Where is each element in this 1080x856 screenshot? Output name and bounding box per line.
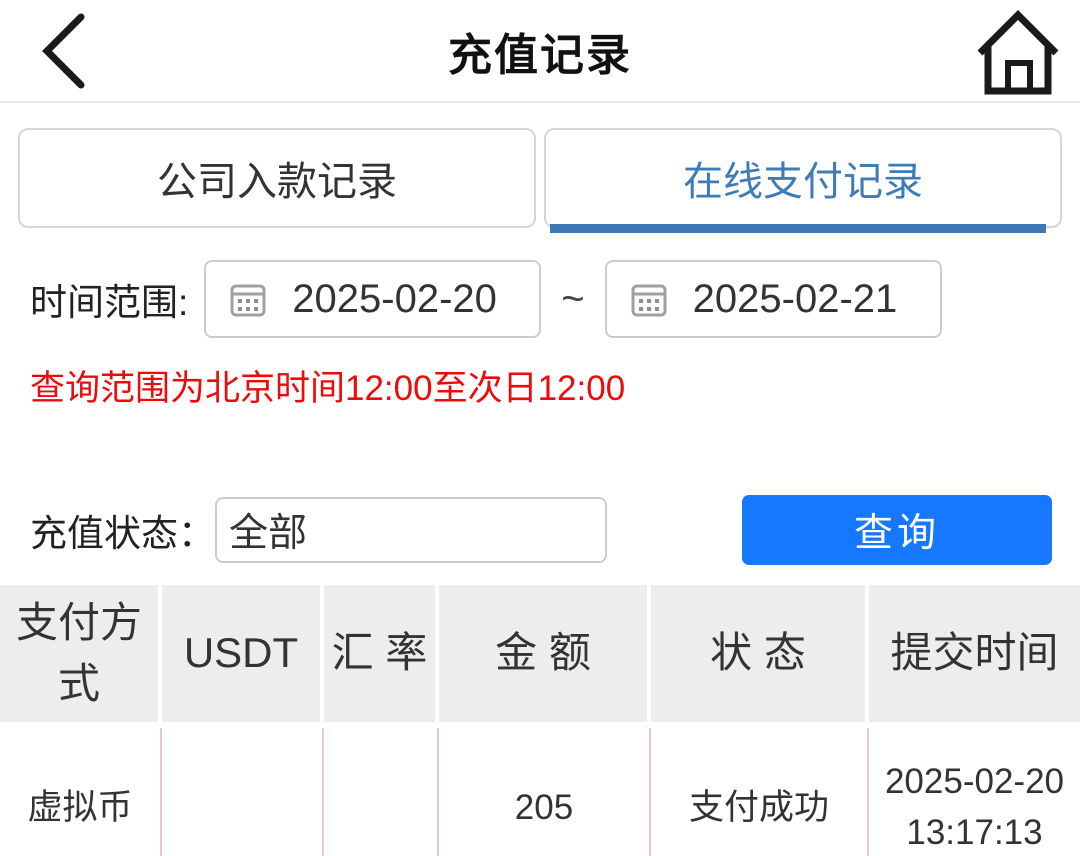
header-amount: 金 额 bbox=[439, 585, 651, 722]
tab-label: 公司入款记录 bbox=[157, 160, 397, 204]
home-icon bbox=[970, 7, 1066, 97]
cell-rate bbox=[324, 728, 439, 856]
back-button[interactable] bbox=[28, 8, 98, 94]
date-to-value: 2025-02-21 bbox=[692, 276, 898, 321]
recharge-status-value: 全部 bbox=[229, 512, 308, 555]
cell-usdt bbox=[162, 728, 324, 856]
date-range-label: 时间范围: bbox=[30, 282, 189, 323]
page-title: 充值记录 bbox=[448, 30, 632, 80]
cell-amount: 205 bbox=[439, 728, 651, 856]
back-chevron-icon bbox=[39, 12, 87, 90]
header-usdt: USDT bbox=[162, 585, 324, 722]
header-status: 状 态 bbox=[651, 585, 869, 722]
status-filter-row: 充值状态： 全部 查询 bbox=[0, 495, 1080, 565]
recharge-status-select[interactable]: 全部 bbox=[215, 497, 607, 563]
calendar-icon bbox=[631, 281, 667, 317]
query-button-label: 查询 bbox=[853, 512, 940, 555]
date-from-value: 2025-02-20 bbox=[292, 276, 497, 321]
tab-company-deposit-record[interactable]: 公司入款记录 bbox=[18, 128, 536, 228]
table-row: 虚拟币 205 支付成功 2025-02-20 13:17:13 bbox=[0, 728, 1080, 856]
cell-status: 支付成功 bbox=[651, 728, 869, 856]
query-range-notice: 查询范围为北京时间12:00至次日12:00 bbox=[30, 369, 626, 408]
tab-online-payment-record[interactable]: 在线支付记录 bbox=[544, 128, 1062, 233]
active-tab-indicator bbox=[550, 224, 1046, 233]
calendar-icon bbox=[230, 281, 266, 317]
date-from-input[interactable]: 2025-02-20 bbox=[204, 260, 542, 338]
date-to-input[interactable]: 2025-02-21 bbox=[604, 260, 942, 338]
cell-payment-method: 虚拟币 bbox=[0, 728, 162, 856]
home-button[interactable] bbox=[968, 4, 1068, 100]
records-table: 支付方式 USDT 汇 率 金 额 状 态 提交时间 虚拟币 205 支付成功 … bbox=[0, 585, 1080, 856]
record-tabs: 公司入款记录 在线支付记录 bbox=[0, 128, 1080, 233]
date-range-row: 时间范围: 2025-02-20 ~ 2025-02-21 bbox=[0, 260, 1080, 338]
query-button[interactable]: 查询 bbox=[742, 495, 1052, 565]
table-header-row: 支付方式 USDT 汇 率 金 额 状 态 提交时间 bbox=[0, 585, 1080, 722]
header-rate: 汇 率 bbox=[324, 585, 439, 722]
date-separator: ~ bbox=[561, 276, 585, 321]
recharge-status-label: 充值状态： bbox=[30, 513, 215, 554]
tab-label: 在线支付记录 bbox=[683, 160, 923, 204]
header-payment-method: 支付方式 bbox=[0, 585, 162, 722]
cell-submit-time: 2025-02-20 13:17:13 bbox=[869, 728, 1080, 856]
top-bar: 充值记录 bbox=[0, 0, 1080, 103]
header-submit-time: 提交时间 bbox=[869, 585, 1080, 722]
